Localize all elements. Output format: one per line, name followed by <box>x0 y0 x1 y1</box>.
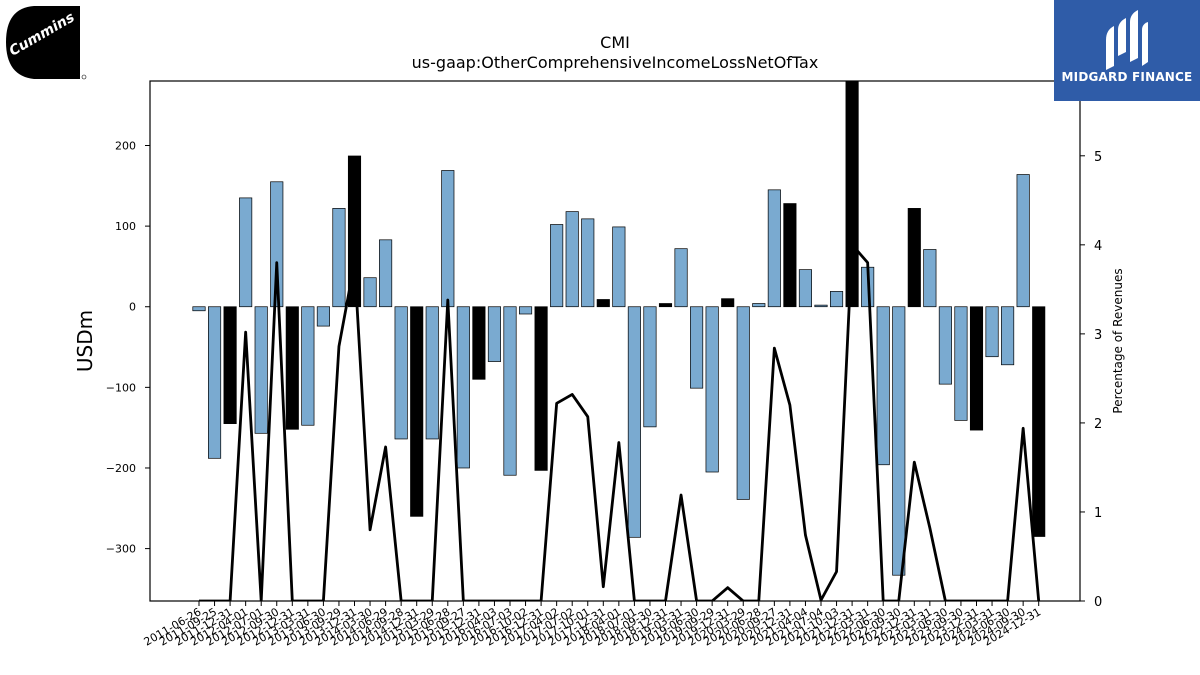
bar <box>814 304 828 308</box>
bar <box>1001 306 1015 366</box>
y-tick-label: −100 <box>106 381 136 394</box>
y-axis-label: USDm <box>73 310 97 372</box>
midgard-finance-logo-text: MIDGARD FINANCE <box>1061 70 1193 84</box>
bar <box>892 306 906 576</box>
bar <box>627 306 641 538</box>
bar <box>954 306 968 421</box>
bar <box>487 306 501 362</box>
bar <box>596 299 610 308</box>
bar <box>674 248 688 308</box>
bar <box>690 306 704 389</box>
bar <box>363 277 377 308</box>
y2-tick-label: 0 <box>1094 595 1102 610</box>
bar <box>798 269 812 308</box>
bar <box>441 170 455 308</box>
bar <box>938 306 952 385</box>
bar <box>425 306 439 440</box>
bar <box>658 303 673 308</box>
bar <box>736 306 750 500</box>
chart-subtitle: us-gaap:OtherComprehensiveIncomeLossNetO… <box>412 53 819 72</box>
bar <box>347 155 362 308</box>
y2-tick-label: 2 <box>1094 417 1102 432</box>
bar <box>1032 306 1046 537</box>
bar <box>783 203 797 308</box>
bar <box>565 211 579 308</box>
line-layer <box>199 243 1041 601</box>
bar <box>285 306 299 430</box>
y2-axis-label: Percentage of Revenues <box>1111 268 1125 413</box>
bar <box>876 306 890 466</box>
y2-tick-label: 3 <box>1094 328 1102 343</box>
bar <box>829 291 844 308</box>
y-tick-label: 0 <box>129 301 136 314</box>
bar <box>254 306 268 434</box>
bar <box>721 298 735 308</box>
chart-title: CMI <box>600 33 630 52</box>
bar <box>301 306 315 426</box>
bar <box>379 239 393 308</box>
bar <box>534 306 548 471</box>
cummins-logo: Cummins <box>0 0 95 85</box>
bars-layer <box>192 81 1046 576</box>
y2-tick-label: 4 <box>1094 239 1102 254</box>
axes-layer: 2001000−100−200−3000123452011-06-262011-… <box>106 80 1102 649</box>
y-tick-label: 100 <box>115 220 136 233</box>
bar <box>472 306 486 380</box>
y-tick-label: −200 <box>106 462 136 475</box>
bar <box>503 306 517 476</box>
bar <box>208 306 222 459</box>
bar <box>270 181 284 308</box>
bar <box>316 306 330 327</box>
bar <box>907 208 921 308</box>
bar <box>192 306 206 312</box>
bar <box>410 306 424 517</box>
revenue-percentage-line <box>199 243 1041 601</box>
bar <box>581 218 595 308</box>
bar <box>332 208 346 308</box>
bar <box>767 189 781 308</box>
y-tick-label: 200 <box>115 139 136 152</box>
bar <box>752 303 766 308</box>
bar <box>1016 174 1030 308</box>
bar <box>518 306 533 315</box>
bar <box>239 197 253 308</box>
midgard-finance-logo: MIDGARD FINANCE <box>1054 0 1200 101</box>
bar <box>394 306 408 440</box>
y-tick-label: −300 <box>106 543 136 556</box>
bar <box>985 306 999 358</box>
bar <box>223 306 237 424</box>
bar <box>969 306 984 431</box>
bar <box>456 306 470 469</box>
bar <box>550 224 564 308</box>
bar <box>923 249 937 308</box>
plot-frame <box>149 80 1081 602</box>
bar <box>643 306 657 428</box>
y2-tick-label: 1 <box>1094 506 1102 521</box>
y2-tick-label: 5 <box>1094 150 1102 165</box>
bar <box>705 306 719 473</box>
bar <box>612 226 626 308</box>
